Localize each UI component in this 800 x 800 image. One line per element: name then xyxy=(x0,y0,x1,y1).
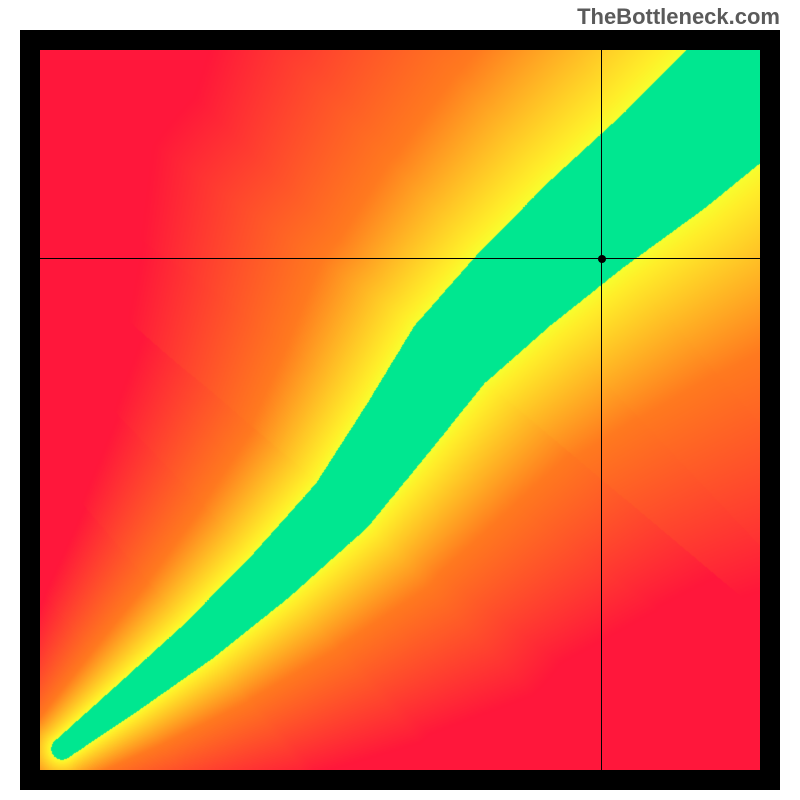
crosshair-vertical xyxy=(601,50,602,770)
bottleneck-heatmap xyxy=(40,50,760,770)
selection-marker xyxy=(598,255,606,263)
crosshair-horizontal xyxy=(40,258,760,259)
watermark-text: TheBottleneck.com xyxy=(577,4,780,30)
plot-frame xyxy=(20,30,780,790)
